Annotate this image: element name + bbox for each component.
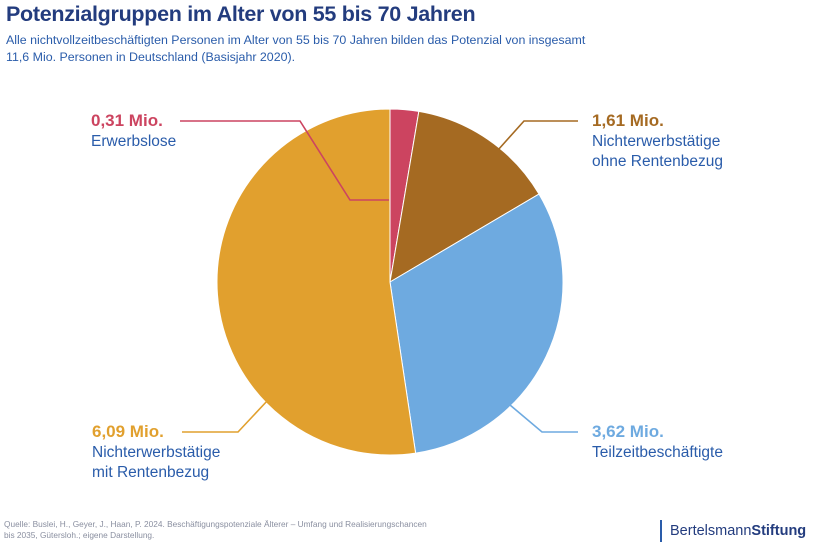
label-erwerbslose: 0,31 Mio. Erwerbslose [91,110,176,152]
label-name: Teilzeitbeschäftigte [592,444,723,461]
brand-bold: Stiftung [751,523,807,539]
pie-slice-nichterwerbstätige-ohne-rentenbezug [389,110,540,283]
label-name-line2: ohne Rentenbezug [592,153,724,170]
leader-line-erwerbslose [180,120,389,201]
leader-lines [180,120,578,433]
leader-line-ohne-rentenbezug [497,120,578,151]
pie-slice-nichterwerbstätige-mit-rentenbezug [216,108,417,456]
brand-logo: BertelsmannStiftung [660,520,806,542]
label-name: Erwerbslose [91,133,177,150]
label-mit-rentenbezug: 6,09 Mio. Nichterwerbstätige mit Rentenb… [92,421,220,483]
label-ohne-rentenbezug: 1,61 Mio. Nichterwerbstätige ohne Renten… [592,110,723,172]
leader-line-teilzeit [509,404,578,433]
label-name-line1: Nichterwerbstätige [592,133,721,150]
pie-slice-teilzeitbeschäftigte [389,193,564,454]
label-name-line2: mit Rentenbezug [92,464,210,481]
label-value: 1,61 Mio. [592,111,664,130]
brand-regular: Bertelsmann [670,523,752,539]
label-value: 0,31 Mio. [91,111,163,130]
label-name-line1: Nichterwerbstätige [92,444,221,461]
label-teilzeit: 3,62 Mio. Teilzeitbeschäftigte [592,421,723,463]
label-value: 6,09 Mio. [92,422,164,441]
leader-line-mit-rentenbezug [182,399,269,433]
chart-title: Potenzialgruppen im Alter von 55 bis 70 … [6,2,476,26]
chart-subtitle: Alle nichtvollzeitbeschäftigten Personen… [6,33,586,64]
label-value: 3,62 Mio. [592,422,664,441]
source-note: Quelle: Buslei, H., Geyer, J., Haan, P. … [4,519,427,540]
pie-slices [216,108,564,456]
